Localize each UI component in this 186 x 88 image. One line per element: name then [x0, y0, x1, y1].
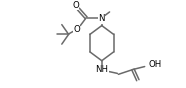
Text: N: N	[99, 14, 105, 23]
Text: O: O	[72, 1, 79, 10]
Text: O: O	[73, 25, 80, 34]
Text: NH: NH	[95, 65, 108, 74]
Text: OH: OH	[149, 60, 162, 69]
